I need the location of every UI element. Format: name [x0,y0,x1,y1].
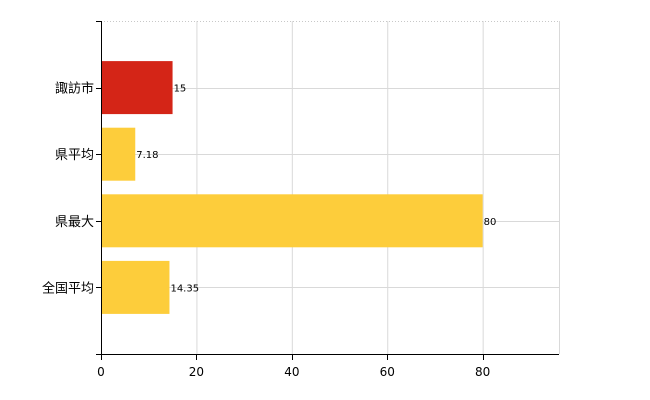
bar [101,61,173,115]
data-label: 15 [174,84,187,95]
category-label: 県平均 [55,148,94,163]
x-tick-label: 80 [475,365,490,379]
category-label: 諏訪市 [55,81,94,97]
x-tick-label: 40 [284,365,299,379]
x-tick-label: 0 [97,365,105,379]
bar [101,260,170,314]
data-label: 80 [484,217,497,228]
x-tick-label: 60 [380,365,395,379]
bar [101,194,483,248]
category-label: 全国平均 [42,280,94,296]
category-label: 県最大 [55,215,94,230]
data-label: 14.35 [170,283,199,294]
data-label: 7.18 [136,150,158,161]
bar [101,127,136,181]
x-tick-label: 20 [189,365,204,379]
